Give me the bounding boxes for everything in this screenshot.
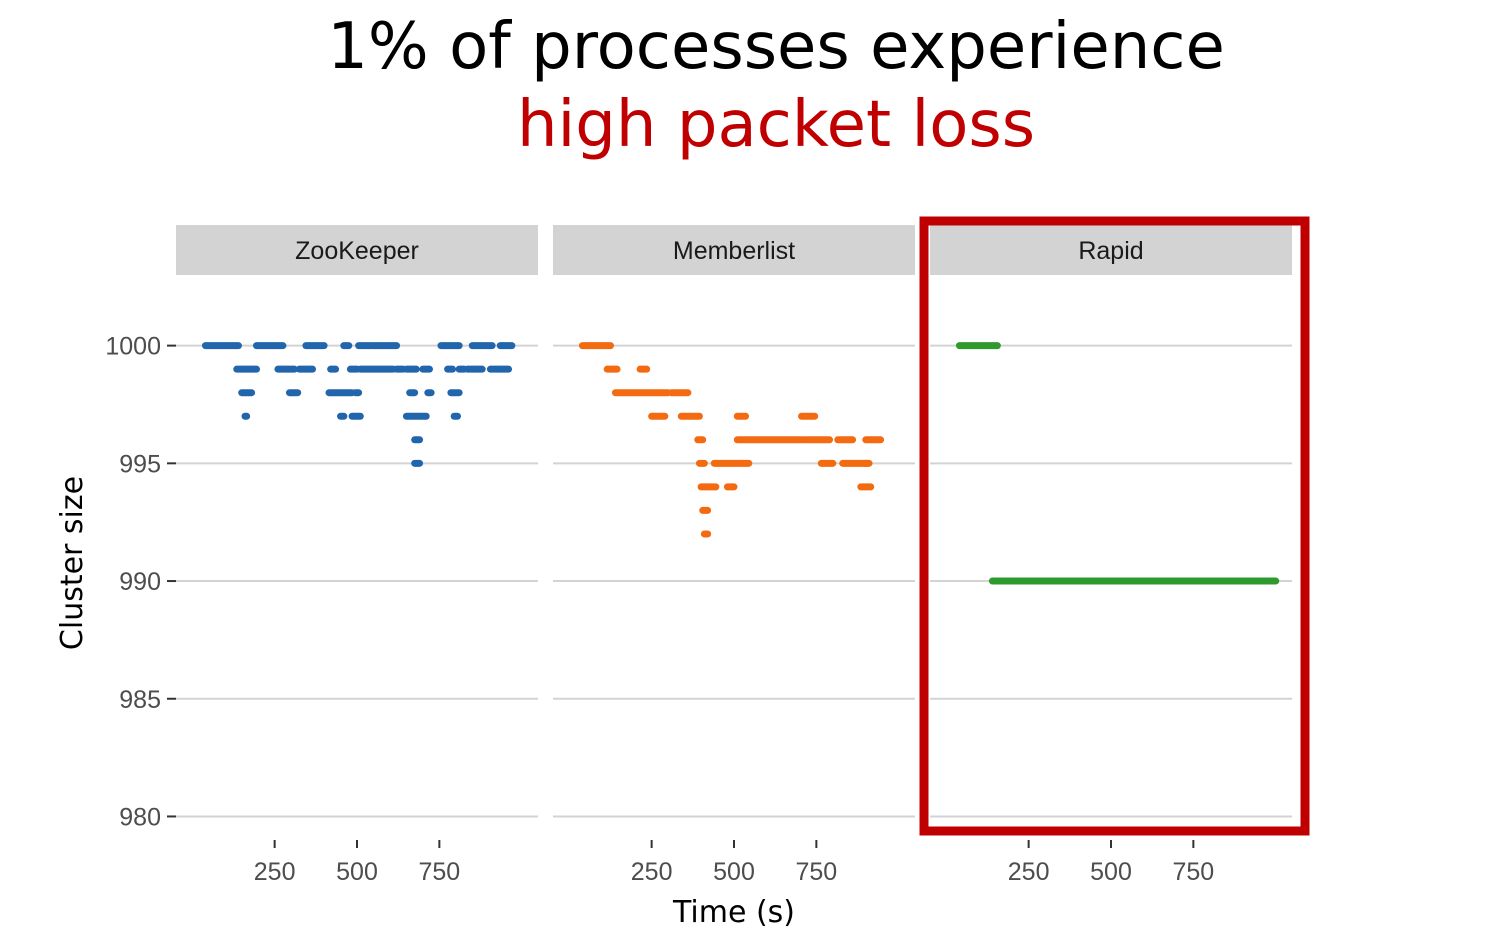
x-tick-label: 500 xyxy=(336,858,378,886)
facet-panels: ZooKeeper Memberlist Rapid xyxy=(176,225,1292,818)
panel-rapid: Rapid xyxy=(930,225,1292,818)
y-tick-label: 980 xyxy=(119,803,161,831)
strip-label: Rapid xyxy=(1078,237,1143,265)
x-tick-label: 250 xyxy=(631,858,673,886)
x-tick-label: 500 xyxy=(713,858,755,886)
x-axis: 250 500 750 250 500 750 250 500 750 xyxy=(254,840,1214,886)
strip-label: ZooKeeper xyxy=(295,237,419,265)
x-tick-label: 250 xyxy=(1008,858,1050,886)
strip-rapid xyxy=(930,225,1292,275)
title-line-2: high packet loss xyxy=(517,88,1035,162)
strip-memberlist xyxy=(553,225,915,275)
y-axis-title: Cluster size xyxy=(55,476,90,650)
y-axis: 980 985 990 995 1000 xyxy=(105,333,176,831)
title-line-1: 1% of processes experience xyxy=(327,10,1225,84)
panel-memberlist: Memberlist xyxy=(553,225,915,818)
x-tick-label: 500 xyxy=(1090,858,1132,886)
y-tick-label: 1000 xyxy=(105,333,161,361)
y-tick-label: 995 xyxy=(119,450,161,478)
chart-title: 1% of processes experience high packet l… xyxy=(327,10,1225,162)
y-tick-label: 990 xyxy=(119,568,161,596)
highlight-box xyxy=(919,216,1310,836)
x-axis-title: Time (s) xyxy=(672,895,795,930)
panel-zookeeper: ZooKeeper xyxy=(176,225,538,818)
x-tick-label: 750 xyxy=(418,858,460,886)
y-tick-label: 985 xyxy=(119,686,161,714)
x-tick-label: 750 xyxy=(795,858,837,886)
strip-zookeeper xyxy=(176,225,538,275)
x-tick-label: 250 xyxy=(254,858,296,886)
strip-label: Memberlist xyxy=(673,237,795,265)
x-tick-label: 750 xyxy=(1172,858,1214,886)
